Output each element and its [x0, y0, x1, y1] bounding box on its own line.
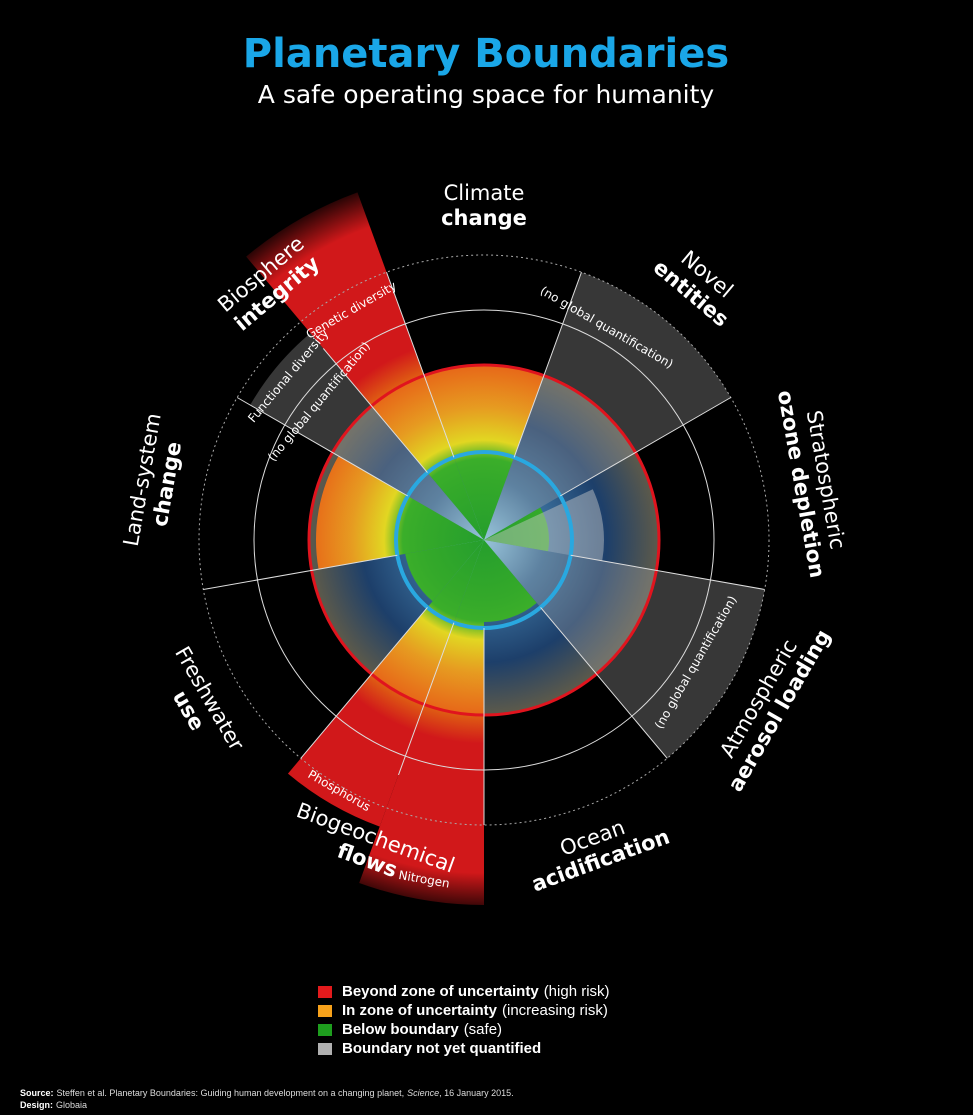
- footer: Source: Steffen et al. Planetary Boundari…: [20, 1088, 514, 1110]
- boundary-wheel: ClimatechangeNovelentitiesStratospherico…: [119, 181, 850, 905]
- legend-label: Boundary not yet quantified: [342, 1040, 541, 1057]
- sector: [484, 272, 731, 540]
- design-label: Design:: [20, 1100, 53, 1110]
- source-label: Source:: [20, 1088, 54, 1098]
- source: Source: Steffen et al. Planetary Boundari…: [20, 1088, 514, 1098]
- divider: [322, 348, 428, 473]
- legend-label: Below boundary (safe): [342, 1021, 502, 1038]
- legend-label-bold: Beyond zone of uncertainty: [342, 983, 539, 1000]
- outer-ring: [198, 254, 770, 826]
- legend-label-rest: (increasing risk): [502, 1002, 608, 1019]
- subtitle: A safe operating space for humanity: [258, 80, 715, 109]
- legend-label-rest: (safe): [464, 1021, 502, 1038]
- legend-label-rest: (high risk): [544, 983, 610, 1000]
- legend-label: Beyond zone of uncertainty (high risk): [342, 983, 610, 1000]
- divider: [540, 607, 668, 759]
- divider: [513, 272, 582, 458]
- title: Planetary Boundaries: [243, 31, 729, 77]
- boundary-label-bold: change: [441, 206, 527, 230]
- divider: [300, 607, 428, 759]
- legend-swatch: [318, 1024, 332, 1036]
- legend-label-bold: Boundary not yet quantified: [342, 1040, 541, 1057]
- design: Design: Globaia: [20, 1100, 87, 1110]
- legend-label-bold: In zone of uncertainty: [342, 1002, 498, 1019]
- legend-swatch: [318, 1005, 332, 1017]
- sector: [359, 540, 484, 905]
- divider: [236, 397, 409, 497]
- sector: [250, 333, 484, 540]
- source-date: , 16 January 2015.: [439, 1088, 514, 1098]
- sector: [484, 540, 537, 622]
- sector: [484, 507, 550, 552]
- divider: [398, 622, 455, 776]
- sector: [484, 489, 604, 561]
- divider: [386, 272, 455, 458]
- source-journal: Science: [407, 1088, 439, 1098]
- legend-swatch: [318, 1043, 332, 1055]
- sector: [405, 540, 484, 602]
- boundary-label: Climate: [444, 181, 525, 205]
- source-text: Steffen et al. Planetary Boundaries: Gui…: [57, 1088, 405, 1098]
- legend: Beyond zone of uncertainty (high risk) In …: [318, 983, 610, 1057]
- sector: [246, 192, 484, 541]
- divider: [203, 554, 398, 590]
- divider: [559, 397, 732, 497]
- legend-swatch: [318, 986, 332, 998]
- divider: [570, 554, 765, 590]
- legend-label: In zone of uncertainty (increasing risk): [342, 1002, 608, 1019]
- legend-label-bold: Below boundary: [342, 1021, 459, 1038]
- design-text: Globaia: [56, 1100, 87, 1110]
